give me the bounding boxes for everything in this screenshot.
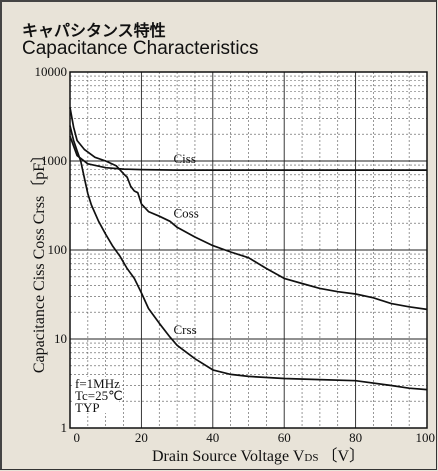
curves — [69, 107, 428, 391]
x-tick-label: 20 — [135, 430, 148, 445]
crss-curve — [69, 125, 428, 391]
x-tick-label: 80 — [349, 430, 362, 445]
crss-label: Crss — [174, 322, 197, 337]
left-border — [0, 0, 2, 469]
y-tick-label: 1000 — [41, 153, 67, 168]
chart-title-english: Capacitance Characteristics — [22, 38, 259, 59]
x-tick-label: 60 — [278, 430, 291, 445]
coss-curve — [69, 107, 428, 311]
y-tick-labels: 1 10 100 1000 10000 — [35, 64, 68, 435]
condition-line: f=1MHz — [75, 376, 120, 391]
condition-line: Tc=25℃ — [75, 388, 123, 403]
coss-label: Coss — [174, 205, 199, 220]
x-axis-label-unit: 〔V〕 — [321, 447, 365, 465]
chart-title-japanese: キャパシタンス特性 — [22, 21, 166, 40]
x-axis-label: Drain Source Voltage VDS 〔V〕 — [152, 447, 365, 465]
y-tick-label: 10 — [54, 331, 67, 346]
ciss-label: Ciss — [174, 151, 196, 166]
x-axis-label-main: Drain Source Voltage V — [152, 448, 305, 465]
x-tick-labels: 0 20 40 60 80 100 — [74, 430, 436, 445]
x-tick-label: 100 — [416, 430, 436, 445]
y-tick-label: 1 — [61, 420, 68, 435]
major-grid — [70, 72, 427, 428]
top-border — [0, 0, 436, 2]
y-tick-label: 10000 — [35, 64, 68, 79]
curve-labels: Ciss Coss Crss — [174, 151, 199, 337]
x-tick-label: 0 — [74, 430, 81, 445]
y-tick-label: 100 — [48, 242, 68, 257]
plot-border — [69, 71, 428, 429]
condition-line: TYP — [75, 400, 100, 415]
ciss-curve — [69, 135, 427, 171]
x-tick-label: 40 — [206, 430, 219, 445]
x-axis-label-sub: DS — [304, 452, 318, 464]
y-axis-label: Capacitance Ciss Coss Crss〔pF〕 — [30, 147, 48, 373]
